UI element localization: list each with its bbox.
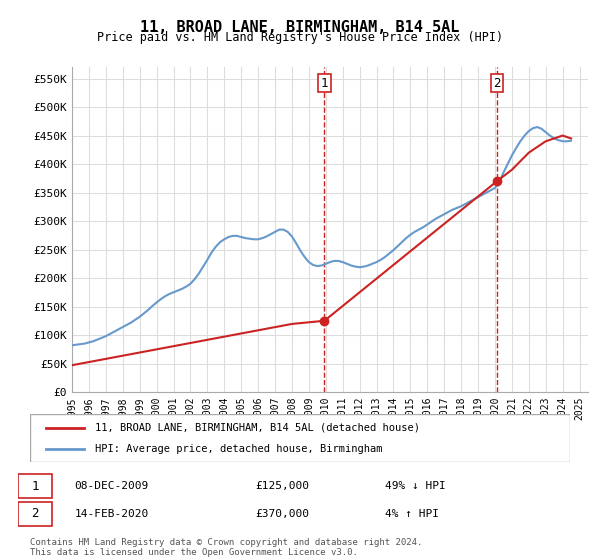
Text: £125,000: £125,000 (255, 481, 309, 491)
FancyBboxPatch shape (18, 502, 52, 526)
Text: 4% ↑ HPI: 4% ↑ HPI (385, 509, 439, 519)
Text: 11, BROAD LANE, BIRMINGHAM, B14 5AL: 11, BROAD LANE, BIRMINGHAM, B14 5AL (140, 20, 460, 35)
Text: 1: 1 (31, 480, 38, 493)
FancyBboxPatch shape (30, 414, 570, 462)
Text: 49% ↓ HPI: 49% ↓ HPI (385, 481, 445, 491)
Text: HPI: Average price, detached house, Birmingham: HPI: Average price, detached house, Birm… (95, 444, 382, 454)
Text: 2: 2 (31, 507, 38, 520)
Text: Contains HM Land Registry data © Crown copyright and database right 2024.
This d: Contains HM Land Registry data © Crown c… (30, 538, 422, 557)
Text: 08-DEC-2009: 08-DEC-2009 (74, 481, 149, 491)
Text: 14-FEB-2020: 14-FEB-2020 (74, 509, 149, 519)
Text: 2: 2 (493, 77, 501, 90)
FancyBboxPatch shape (18, 474, 52, 498)
Text: 1: 1 (320, 77, 328, 90)
Text: 11, BROAD LANE, BIRMINGHAM, B14 5AL (detached house): 11, BROAD LANE, BIRMINGHAM, B14 5AL (det… (95, 423, 420, 433)
Text: £370,000: £370,000 (255, 509, 309, 519)
Text: Price paid vs. HM Land Registry's House Price Index (HPI): Price paid vs. HM Land Registry's House … (97, 31, 503, 44)
